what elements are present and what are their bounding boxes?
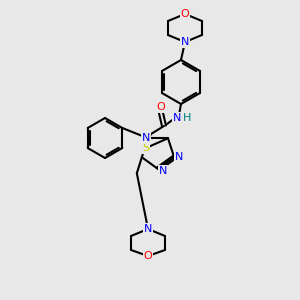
Text: S: S bbox=[142, 143, 150, 153]
Text: O: O bbox=[181, 9, 189, 19]
Text: O: O bbox=[157, 102, 165, 112]
Text: O: O bbox=[144, 251, 152, 261]
Text: H: H bbox=[183, 113, 191, 123]
Text: N: N bbox=[175, 152, 183, 162]
Text: N: N bbox=[159, 166, 167, 176]
Text: N: N bbox=[181, 37, 189, 47]
Text: N: N bbox=[142, 133, 150, 143]
Text: N: N bbox=[144, 224, 152, 234]
Text: N: N bbox=[173, 113, 181, 123]
